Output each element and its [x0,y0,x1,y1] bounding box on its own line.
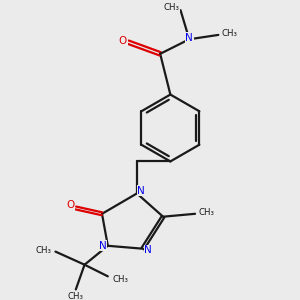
Text: CH₃: CH₃ [198,208,214,217]
Text: O: O [119,36,127,46]
Text: CH₃: CH₃ [68,292,84,300]
Text: CH₃: CH₃ [112,275,128,284]
Text: CH₃: CH₃ [35,246,51,255]
Text: N: N [99,241,106,251]
Text: CH₃: CH₃ [221,29,237,38]
Text: CH₃: CH₃ [163,3,179,12]
Text: N: N [137,185,145,196]
Text: O: O [66,200,74,210]
Text: N: N [144,245,152,255]
Text: N: N [185,33,193,43]
